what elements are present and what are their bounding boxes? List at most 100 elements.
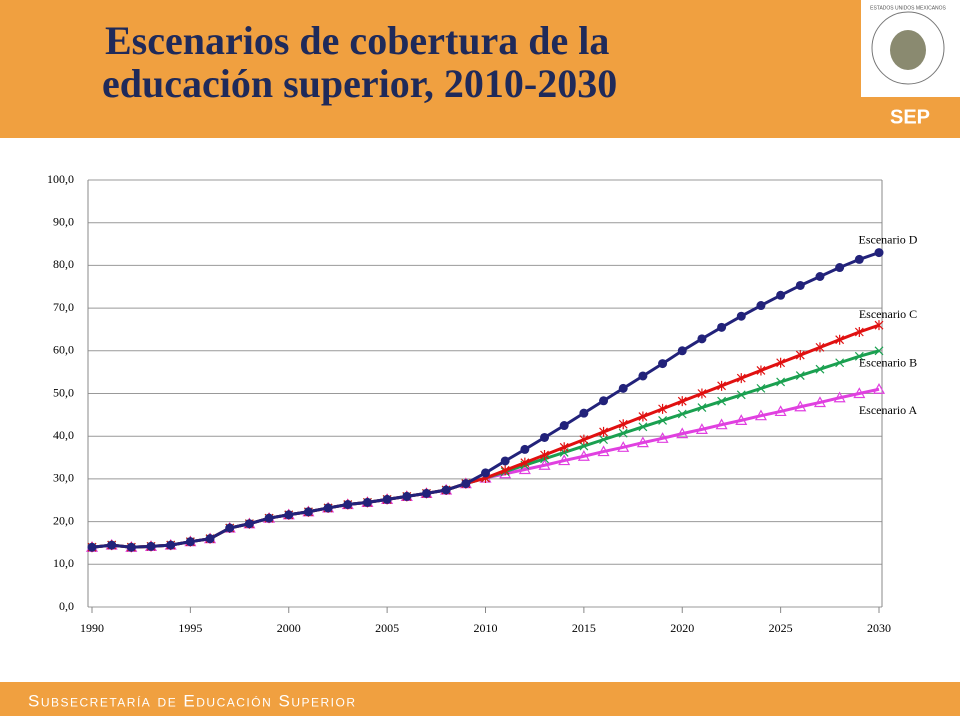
marker bbox=[618, 428, 628, 438]
marker bbox=[735, 414, 748, 426]
marker bbox=[500, 465, 510, 476]
x-tick-label: 2015 bbox=[572, 621, 596, 635]
x-tick-label: 1995 bbox=[178, 621, 202, 635]
marker bbox=[854, 327, 864, 338]
marker bbox=[146, 541, 156, 551]
marker bbox=[774, 405, 787, 417]
marker bbox=[638, 422, 648, 432]
emblem-text: ESTADOS UNIDOS MEXICANOS bbox=[870, 5, 946, 11]
marker bbox=[617, 441, 630, 452]
marker bbox=[244, 519, 254, 529]
marker bbox=[815, 364, 825, 374]
series-label: Escenario D bbox=[859, 232, 918, 246]
marker bbox=[323, 503, 333, 513]
marker bbox=[225, 523, 235, 533]
marker bbox=[854, 351, 864, 361]
marker bbox=[658, 415, 667, 425]
marker bbox=[658, 359, 668, 369]
marker bbox=[441, 485, 451, 495]
marker bbox=[756, 365, 766, 376]
marker bbox=[794, 400, 807, 412]
marker bbox=[599, 396, 609, 406]
series-line bbox=[91, 387, 880, 549]
marker bbox=[518, 463, 531, 475]
marker bbox=[736, 311, 746, 321]
y-tick-label: 40,0 bbox=[53, 428, 74, 442]
marker bbox=[185, 537, 195, 547]
marker bbox=[638, 371, 648, 381]
series-label: Escenario B bbox=[859, 356, 917, 370]
marker bbox=[303, 507, 313, 517]
marker bbox=[205, 534, 215, 544]
marker bbox=[677, 396, 687, 407]
marker bbox=[872, 382, 886, 394]
marker bbox=[756, 383, 766, 393]
marker bbox=[717, 380, 727, 391]
title-line: Escenarios de cobertura de la bbox=[105, 18, 609, 63]
marker bbox=[695, 423, 708, 434]
marker bbox=[815, 342, 825, 353]
marker bbox=[599, 426, 608, 437]
marker bbox=[754, 409, 767, 421]
y-tick-label: 20,0 bbox=[53, 513, 74, 527]
series-label: Escenario C bbox=[859, 307, 917, 321]
marker bbox=[284, 510, 294, 520]
marker bbox=[756, 301, 766, 311]
marker bbox=[697, 403, 707, 413]
x-tick-label: 2025 bbox=[769, 621, 793, 635]
y-tick-label: 90,0 bbox=[53, 214, 74, 228]
marker bbox=[776, 377, 786, 387]
marker bbox=[343, 500, 353, 510]
marker bbox=[874, 248, 884, 258]
series-line bbox=[91, 349, 880, 549]
marker bbox=[618, 419, 628, 430]
y-tick-label: 60,0 bbox=[53, 343, 74, 357]
marker bbox=[795, 371, 805, 380]
x-tick-label: 2020 bbox=[670, 621, 694, 635]
marker bbox=[658, 403, 667, 414]
x-tick-label: 2000 bbox=[277, 621, 301, 635]
marker bbox=[540, 449, 549, 460]
x-tick-label: 2030 bbox=[867, 621, 891, 635]
series-label: Escenario A bbox=[859, 403, 918, 417]
y-tick-label: 50,0 bbox=[53, 385, 74, 399]
marker bbox=[795, 350, 805, 361]
marker bbox=[538, 459, 551, 470]
marker bbox=[835, 263, 845, 273]
marker bbox=[677, 346, 687, 356]
marker bbox=[853, 387, 866, 399]
marker bbox=[813, 396, 826, 408]
marker bbox=[166, 540, 176, 550]
marker bbox=[618, 383, 628, 393]
marker bbox=[717, 322, 727, 332]
marker bbox=[577, 450, 590, 461]
chart: 0,0 10,0 20,0 30,0 40,0 50,0 60,0 70,0 80,0 90,0 1… bbox=[47, 172, 918, 635]
marker bbox=[835, 334, 845, 345]
marker bbox=[815, 272, 825, 282]
marker bbox=[520, 457, 530, 468]
y-tick-label: 70,0 bbox=[53, 300, 74, 314]
header-band bbox=[0, 0, 855, 138]
marker bbox=[500, 456, 510, 466]
y-tick-label: 30,0 bbox=[53, 471, 74, 485]
y-tick-label: 80,0 bbox=[53, 257, 74, 271]
x-tick-label: 2010 bbox=[474, 621, 498, 635]
marker bbox=[776, 290, 786, 300]
x-tick-label: 1990 bbox=[80, 621, 104, 635]
marker bbox=[874, 346, 884, 356]
marker bbox=[697, 388, 707, 399]
marker bbox=[559, 421, 569, 431]
marker bbox=[402, 491, 412, 501]
x-tick-label: 2005 bbox=[375, 621, 399, 635]
logo-name: SEP bbox=[890, 106, 930, 128]
marker bbox=[558, 454, 571, 466]
marker bbox=[362, 497, 372, 507]
marker bbox=[736, 390, 746, 400]
marker bbox=[461, 479, 471, 489]
marker bbox=[597, 445, 610, 457]
footer-text: Subsecretaría de Educación Superior bbox=[28, 691, 357, 710]
footer-band bbox=[0, 682, 960, 716]
marker bbox=[833, 391, 846, 403]
marker bbox=[638, 411, 648, 422]
